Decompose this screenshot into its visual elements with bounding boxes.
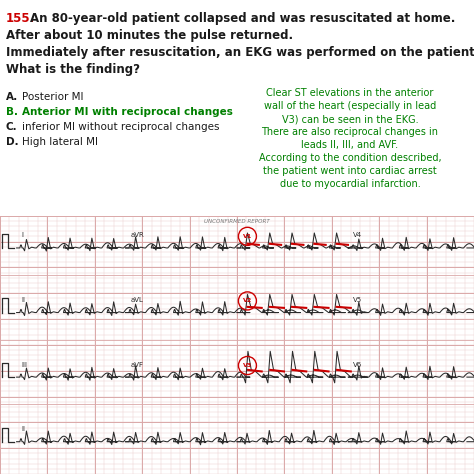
Text: aVF: aVF [130, 362, 143, 368]
Text: High lateral MI: High lateral MI [22, 137, 98, 147]
Text: B.: B. [6, 107, 18, 117]
Text: inferior MI without reciprocal changes: inferior MI without reciprocal changes [22, 122, 219, 132]
Text: Clear ST elevations in the anterior: Clear ST elevations in the anterior [266, 88, 434, 98]
Text: After about 10 minutes the pulse returned.: After about 10 minutes the pulse returne… [6, 29, 293, 42]
Text: V6: V6 [353, 362, 363, 368]
Text: the patient went into cardiac arrest: the patient went into cardiac arrest [263, 166, 437, 176]
Text: aVR: aVR [130, 232, 144, 238]
Text: Posterior MI: Posterior MI [22, 92, 83, 102]
Text: I: I [21, 232, 23, 238]
Text: V5: V5 [353, 297, 362, 303]
Text: UNCONFIRMED REPORT: UNCONFIRMED REPORT [204, 219, 270, 224]
Text: aVL: aVL [130, 297, 143, 303]
Text: wall of the heart (especially in lead: wall of the heart (especially in lead [264, 101, 436, 111]
Text: There are also reciprocal changes in: There are also reciprocal changes in [262, 127, 438, 137]
Text: V2: V2 [243, 299, 252, 303]
Text: A.: A. [6, 92, 18, 102]
Text: C.: C. [6, 122, 18, 132]
Text: An 80-year-old patient collapsed and was resuscitated at home.: An 80-year-old patient collapsed and was… [30, 12, 456, 25]
Text: What is the finding?: What is the finding? [6, 63, 140, 76]
Text: According to the condition described,: According to the condition described, [259, 153, 441, 163]
Text: V3) can be seen in the EKG.: V3) can be seen in the EKG. [282, 114, 419, 124]
Text: 155.: 155. [6, 12, 35, 25]
Text: Immediately after resuscitation, an EKG was performed on the patient.: Immediately after resuscitation, an EKG … [6, 46, 474, 59]
Text: due to myocardial infarction.: due to myocardial infarction. [280, 179, 420, 189]
Text: V3: V3 [243, 363, 252, 368]
Text: D.: D. [6, 137, 18, 147]
Text: II: II [21, 426, 25, 432]
Text: V4: V4 [353, 232, 362, 238]
Text: II: II [21, 297, 25, 303]
Text: V1: V1 [243, 234, 252, 239]
Text: III: III [21, 362, 27, 368]
Text: Anterior MI with reciprocal changes: Anterior MI with reciprocal changes [22, 107, 233, 117]
Text: leads II, III, and AVF.: leads II, III, and AVF. [301, 140, 399, 150]
